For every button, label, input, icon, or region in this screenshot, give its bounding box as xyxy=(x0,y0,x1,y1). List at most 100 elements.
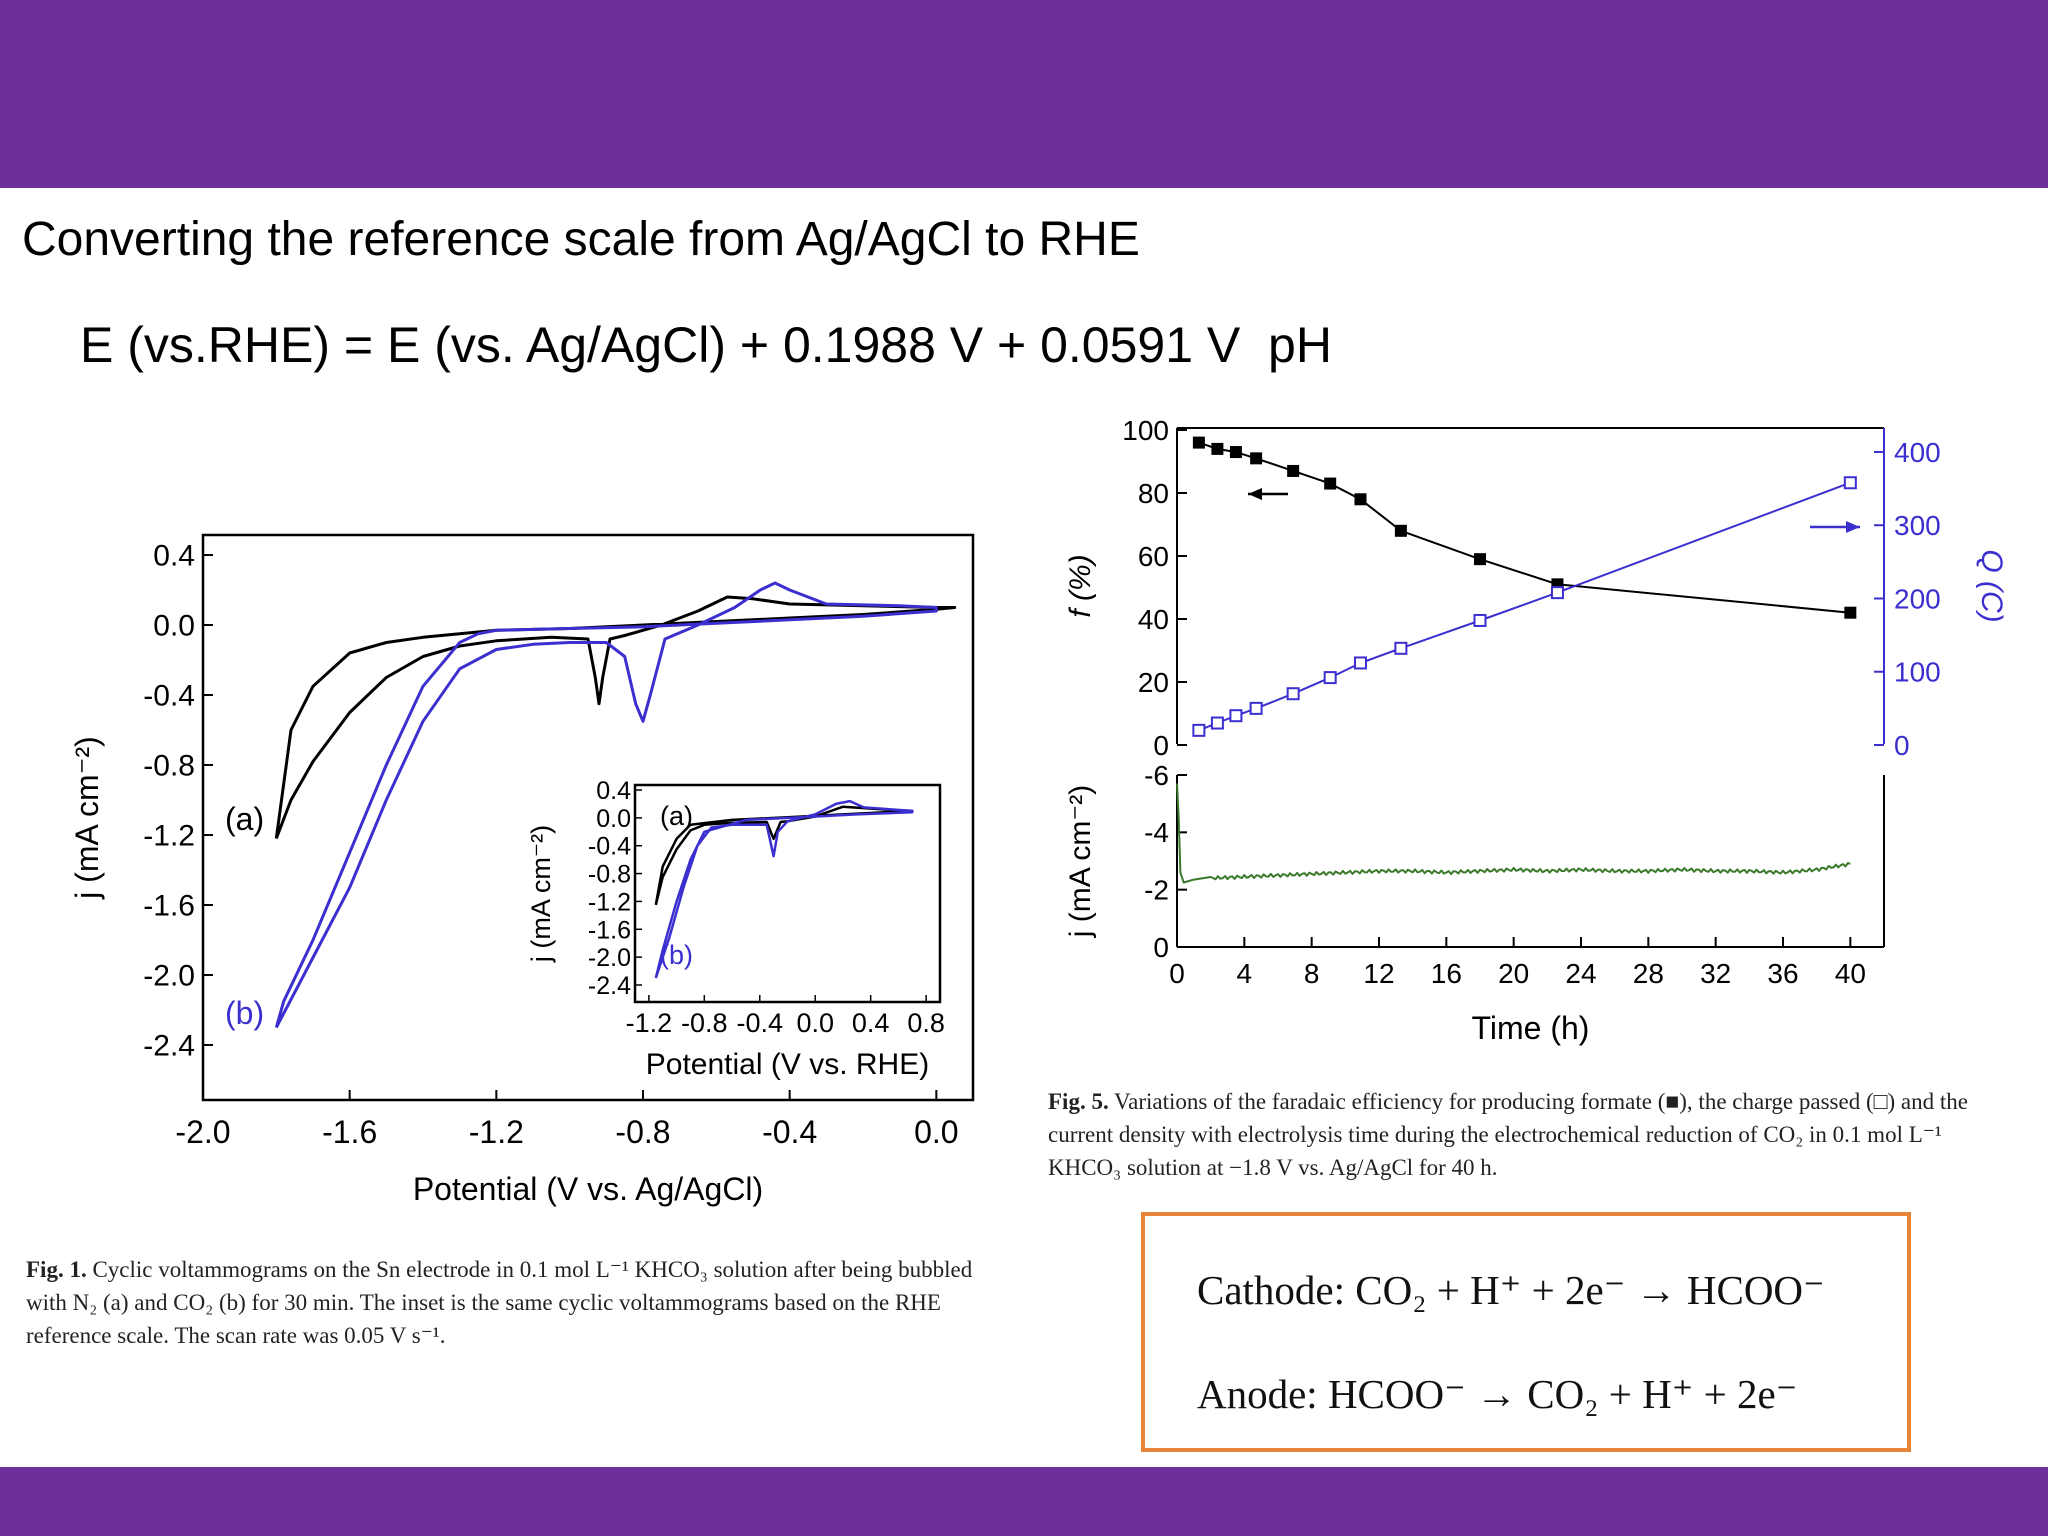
cv-inset-ytick-label: -2.0 xyxy=(588,944,631,972)
fe-axis-arrowhead xyxy=(1248,488,1262,500)
fe-point xyxy=(1474,553,1486,566)
fe-left-ytick-label: 20 xyxy=(1138,667,1169,698)
fe-point xyxy=(1394,524,1407,537)
cv-main-xtick-label: -1.6 xyxy=(322,1114,377,1150)
cd-xtick-label: 8 xyxy=(1304,958,1320,989)
cv-inset-annotation: (b) xyxy=(660,940,693,970)
plot-frame xyxy=(201,533,975,1102)
cd-xtick-label: 32 xyxy=(1700,958,1731,989)
fe-point xyxy=(1844,606,1857,619)
cd-xtick-label: 12 xyxy=(1363,958,1394,989)
fe-left-ytick-label: 100 xyxy=(1122,415,1169,446)
fe-right-ytick-label: 400 xyxy=(1894,437,1941,468)
fig5-caption-label: Fig. 5. xyxy=(1048,1089,1109,1114)
cd-xtick-label: 36 xyxy=(1767,958,1798,989)
charge-point xyxy=(1192,723,1206,737)
anode-reaction: Anode: HCOO⁻ → CO₂ + H⁺ + 2e⁻ xyxy=(1197,1371,1798,1417)
cv-main-xlabel: Potential (V vs. Ag/AgCl) xyxy=(413,1171,763,1207)
cd-xtick-label: 0 xyxy=(1169,958,1185,989)
charge-point xyxy=(1394,641,1408,655)
slide-title: Converting the reference scale from Ag/A… xyxy=(22,213,1140,266)
cd-series-line xyxy=(1176,783,1851,884)
fig5-caption-text: Variations of the faradaic efficiency fo… xyxy=(1048,1089,1968,1180)
fig1-caption-label: Fig. 1. xyxy=(26,1257,87,1282)
cv-main-annotation: (a) xyxy=(225,801,264,837)
cv-inset-ytick-label: -2.4 xyxy=(588,972,631,1000)
cv-main-xtick-label: -1.2 xyxy=(469,1114,524,1150)
cv-main-xtick-label: 0.0 xyxy=(914,1114,958,1150)
cd-xtick-label: 40 xyxy=(1835,958,1866,989)
cv-main-ytick-label: -0.4 xyxy=(143,680,195,713)
cd-xtick-label: 24 xyxy=(1565,958,1596,989)
cv-inset-ytick-label: 0.4 xyxy=(596,777,631,805)
fe-right-ytick-label: 300 xyxy=(1894,510,1941,541)
charge-axis-arrowhead xyxy=(1846,521,1860,533)
cv-main-xtick-label: -0.4 xyxy=(762,1114,817,1150)
cv-main-ytick-label: 0.0 xyxy=(153,610,195,643)
fig5-caption: Fig. 5. Variations of the faradaic effic… xyxy=(1048,1085,2018,1184)
cv-main-chart: -2.0 -1.6 -1.2 -0.8 -0.4 0.00.40.0-0.4-0.8-1.… xyxy=(69,533,975,1207)
fe-point xyxy=(1192,436,1205,449)
cv-main-series-a xyxy=(274,595,957,840)
charge-point xyxy=(1249,701,1263,715)
charge-point xyxy=(1229,709,1243,723)
cd-ytick-label: -2 xyxy=(1144,874,1169,905)
cv-main-xtick-label: -2.0 xyxy=(175,1114,230,1150)
charge-point xyxy=(1843,476,1857,490)
cv-inset-ytick-label: -1.6 xyxy=(588,916,631,944)
cv-inset-xtick-label: 0.8 xyxy=(907,1008,945,1038)
reaction-box: Cathode: CO₂ + H⁺ + 2e⁻ → HCOO⁻ Anode: H… xyxy=(1141,1212,1911,1452)
charge-point xyxy=(1286,687,1300,701)
fe-left-ytick-label: 80 xyxy=(1138,478,1169,509)
fe-right-ytick-label: 0 xyxy=(1894,730,1910,761)
fe-left-ytick-label: 60 xyxy=(1138,541,1169,572)
cv-inset-series-b xyxy=(654,799,914,979)
cd-ytick-label: -6 xyxy=(1144,760,1169,791)
cv-inset-xtick-label: -0.8 xyxy=(681,1008,728,1038)
footer-band xyxy=(0,1467,2048,1536)
cv-inset-chart: -1.2 -0.8 -0.4 0.0 0.4 0.80.40.0-0.4-0.8-1.2-… xyxy=(526,777,945,1081)
fig1-caption: Fig. 1. Cyclic voltammograms on the Sn e… xyxy=(26,1253,1001,1352)
charge-point xyxy=(1473,613,1487,627)
cv-inset-annotation: (a) xyxy=(660,801,693,831)
fe-point xyxy=(1287,464,1300,477)
cv-main-ylabel: j (mA cm⁻²) xyxy=(69,736,105,900)
charge-point xyxy=(1323,671,1337,685)
charge-point xyxy=(1353,656,1367,670)
cv-main-ytick-label: 0.4 xyxy=(153,540,195,573)
cv-main-ytick-label: -1.2 xyxy=(143,820,195,853)
cv-main-xtick-label: -0.8 xyxy=(615,1114,670,1150)
cv-inset-xtick-label: -0.4 xyxy=(737,1008,784,1038)
cv-inset-series-a xyxy=(654,805,914,906)
cd-ytick-label: 0 xyxy=(1153,932,1169,963)
charge-point xyxy=(1550,586,1564,600)
cd-xtick-label: 28 xyxy=(1633,958,1664,989)
current-density-chart: 0 4 8 12 16 20 24 28 32 36 40 0 -2 -4 -6 Time (h) j (mA … xyxy=(1064,760,1885,1046)
cd-xtick-label: 20 xyxy=(1498,958,1529,989)
cv-inset-xlabel: Potential (V vs. RHE) xyxy=(646,1048,929,1081)
cv-inset-xtick-label: -1.2 xyxy=(626,1008,673,1038)
charge-ylabel: Q (C) xyxy=(1975,549,2008,622)
cd-ytick-label: -4 xyxy=(1144,817,1169,848)
cv-inset-ytick-label: -0.4 xyxy=(588,833,631,861)
cv-inset-ylabel: j (mA cm⁻²) xyxy=(526,825,556,963)
fe-left-ytick-label: 0 xyxy=(1153,730,1169,761)
cv-main-ytick-label: -0.8 xyxy=(143,750,195,783)
cv-main-ytick-label: -2.4 xyxy=(143,1030,195,1063)
cd-xtick-label: 4 xyxy=(1237,958,1253,989)
cathode-reaction: Cathode: CO₂ + H⁺ + 2e⁻ → HCOO⁻ xyxy=(1197,1267,1825,1313)
fe-point xyxy=(1229,446,1242,459)
fe-right-ytick-label: 100 xyxy=(1894,657,1941,688)
fe-ylabel: f (%) xyxy=(1064,554,1097,617)
header-band xyxy=(0,0,2048,188)
fe-point xyxy=(1324,477,1337,490)
charge-point xyxy=(1210,716,1224,730)
faradaic-efficiency-chart: 0 20 40 60 80 100 0 100 200 300 400 f (%) Q (C) xyxy=(1064,415,2008,761)
cv-inset-xtick-label: 0.4 xyxy=(852,1008,890,1038)
fe-left-ytick-label: 40 xyxy=(1138,604,1169,635)
cv-inset-ytick-label: 0.0 xyxy=(596,805,631,833)
fe-point xyxy=(1354,493,1367,506)
cd-xtick-label: 16 xyxy=(1431,958,1462,989)
cv-main-ytick-label: -2.0 xyxy=(143,960,195,993)
cv-inset-xtick-label: 0.0 xyxy=(796,1008,834,1038)
